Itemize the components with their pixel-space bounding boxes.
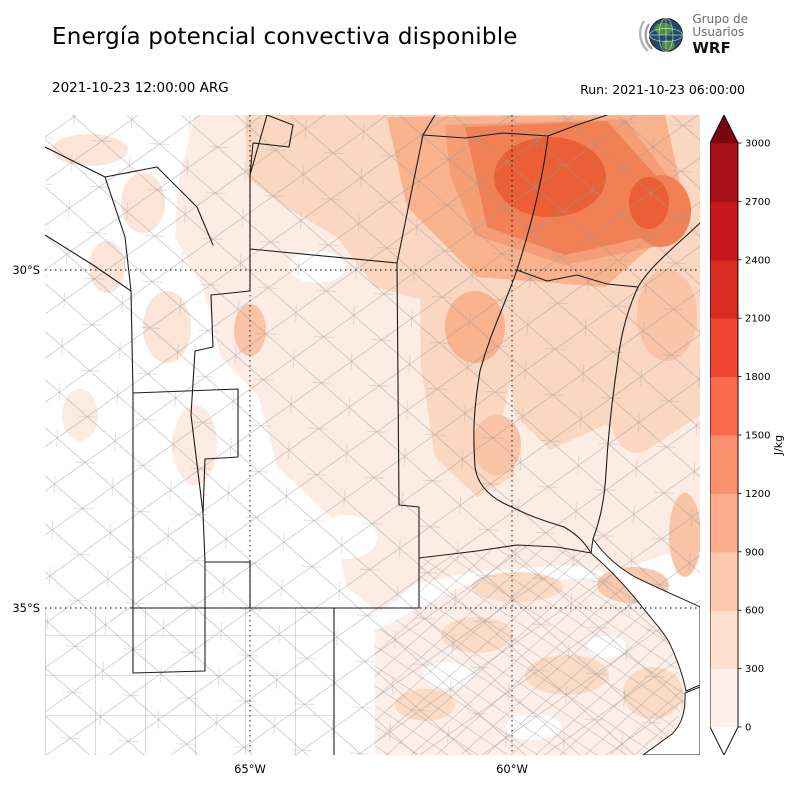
logo-line-1: Grupo de <box>692 11 748 26</box>
colorbar-segment <box>710 143 738 202</box>
ytick-35s: 35°S <box>12 601 40 615</box>
colorbar-tick-label: 2700 <box>745 197 770 208</box>
border-cuyo-northwest <box>45 146 214 674</box>
valid-time-label: 2021-10-23 12:00:00 ARG <box>52 80 229 96</box>
colorbar: 0 300 600 900 1200 1500 1800 2100 2400 2700 3000 J… <box>710 115 785 755</box>
colorbar-tick-label: 2100 <box>745 314 770 325</box>
colorbar-segment <box>710 259 738 319</box>
colorbar-unit-label: J/kg <box>772 435 785 456</box>
xtick-65w: 65°W <box>234 762 266 776</box>
page-title: Energía potencial convectiva disponible <box>52 24 518 50</box>
province-borders <box>45 115 700 755</box>
water-bodies <box>590 537 700 755</box>
logo-line-3: WRF <box>692 39 731 58</box>
xtick-60w: 60°W <box>496 762 528 776</box>
colorbar-segment <box>710 201 738 261</box>
colorbar-tick-label: 2400 <box>745 255 770 266</box>
colorbar-tick-label: 600 <box>745 606 764 617</box>
gridlines <box>45 115 700 755</box>
colorbar-tick-label: 0 <box>745 723 751 734</box>
border-san-luis <box>132 388 239 674</box>
border-corrientes-entre-rios <box>516 269 639 288</box>
map-area <box>45 115 700 755</box>
logo-line-2: Usuarios <box>692 25 745 40</box>
rio-de-la-plata <box>590 537 700 692</box>
map-svg <box>45 115 700 755</box>
colorbar-segment <box>710 551 738 611</box>
atlantic-ocean <box>642 686 700 755</box>
colorbar-segment <box>710 493 738 553</box>
colorbar-segment <box>710 610 738 670</box>
colorbar-tick-label: 1500 <box>745 431 770 442</box>
colorbar-segment <box>710 435 738 494</box>
colorbar-tick-label: 1800 <box>745 372 770 383</box>
wrf-logo: Grupo de Usuarios WRF <box>639 12 748 58</box>
border-parana-river <box>473 135 592 554</box>
colorbar-extend-max-arrow <box>710 115 738 143</box>
colorbar-segment <box>710 318 738 378</box>
colorbar-tick-label: 300 <box>745 664 764 675</box>
border-santa-fe-buenos-aires <box>418 544 592 559</box>
colorbar-segment <box>710 376 738 436</box>
department-boundaries <box>45 115 700 755</box>
logo-text: Grupo de Usuarios WRF <box>692 11 748 58</box>
ytick-30s: 30°S <box>12 263 40 277</box>
colorbar-tick-label: 3000 <box>745 139 770 150</box>
colorbar-segments <box>710 143 738 728</box>
colorbar-ticks: 0 300 600 900 1200 1500 1800 2100 2400 2700 3000 <box>738 139 770 734</box>
colorbar-segment <box>710 668 738 728</box>
colorbar-extend-min-arrow <box>710 727 738 755</box>
colorbar-tick-label: 1200 <box>745 489 770 500</box>
globe-icon <box>639 18 684 52</box>
colorbar-tick-label: 900 <box>745 547 764 558</box>
border-chaco-santa-fe <box>422 115 608 139</box>
border-uruguay-river <box>592 222 700 540</box>
run-time-label: Run: 2021-10-23 06:00:00 <box>580 82 745 97</box>
